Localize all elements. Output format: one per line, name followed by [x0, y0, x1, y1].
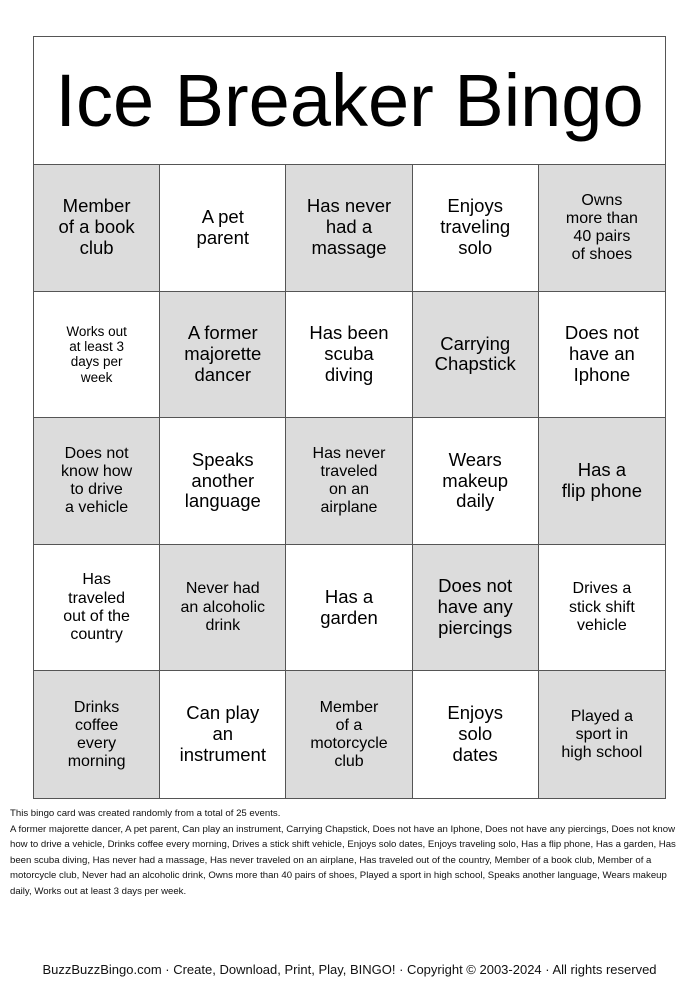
- bingo-cell: Does not know how to drive a vehicle: [34, 418, 161, 545]
- bingo-cell: Never had an alcoholic drink: [160, 544, 287, 672]
- bingo-grid: Member of a book club A pet parent Has nev…: [34, 165, 665, 798]
- bingo-card: Ice Breaker Bingo Member of a book club A…: [33, 36, 666, 799]
- bingo-cell: Has a flip phone: [538, 418, 665, 545]
- bingo-cell: Has never had a massage: [286, 165, 413, 292]
- bingo-cell: Member of a motorcycle club: [286, 671, 413, 798]
- card-info: This bingo card was created randomly fro…: [10, 806, 690, 899]
- bingo-cell: Drinks coffee every morning: [34, 671, 161, 798]
- bingo-cell: Carrying Chapstick: [412, 291, 539, 419]
- bingo-cell: Has traveled out of the country: [34, 544, 161, 672]
- footer-copyright: BuzzBuzzBingo.com · Create, Download, Pr…: [42, 962, 657, 977]
- bingo-cell: Member of a book club: [34, 165, 161, 292]
- bingo-cell: Wears makeup daily: [412, 418, 539, 545]
- bingo-cell: Has been scuba diving: [286, 291, 413, 419]
- bingo-cell: Drives a stick shift vehicle: [538, 545, 665, 672]
- bingo-cell: A former majorette dancer: [160, 291, 287, 419]
- info-events: A former majorette dancer, A pet parent,…: [10, 823, 676, 897]
- bingo-cell: Speaks another language: [160, 418, 287, 545]
- bingo-cell: Does not have any piercings: [412, 544, 539, 672]
- bingo-cell: A pet parent: [160, 165, 287, 292]
- card-title: Ice Breaker Bingo: [34, 37, 665, 165]
- bingo-cell: Has a garden: [286, 544, 413, 672]
- info-summary: This bingo card was created randomly fro…: [10, 808, 281, 819]
- bingo-cell: Has never traveled on an airplane: [286, 418, 413, 545]
- bingo-cell: Works out at least 3 days per week: [34, 291, 161, 419]
- bingo-cell: Enjoys traveling solo: [412, 165, 539, 292]
- bingo-cell: Owns more than 40 pairs of shoes: [538, 165, 665, 292]
- bingo-cell: Does not have an Iphone: [538, 292, 665, 419]
- bingo-cell: Played a sport in high school: [538, 671, 665, 798]
- bingo-cell: Can play an instrument: [160, 671, 287, 798]
- bingo-cell: Enjoys solo dates: [413, 671, 539, 798]
